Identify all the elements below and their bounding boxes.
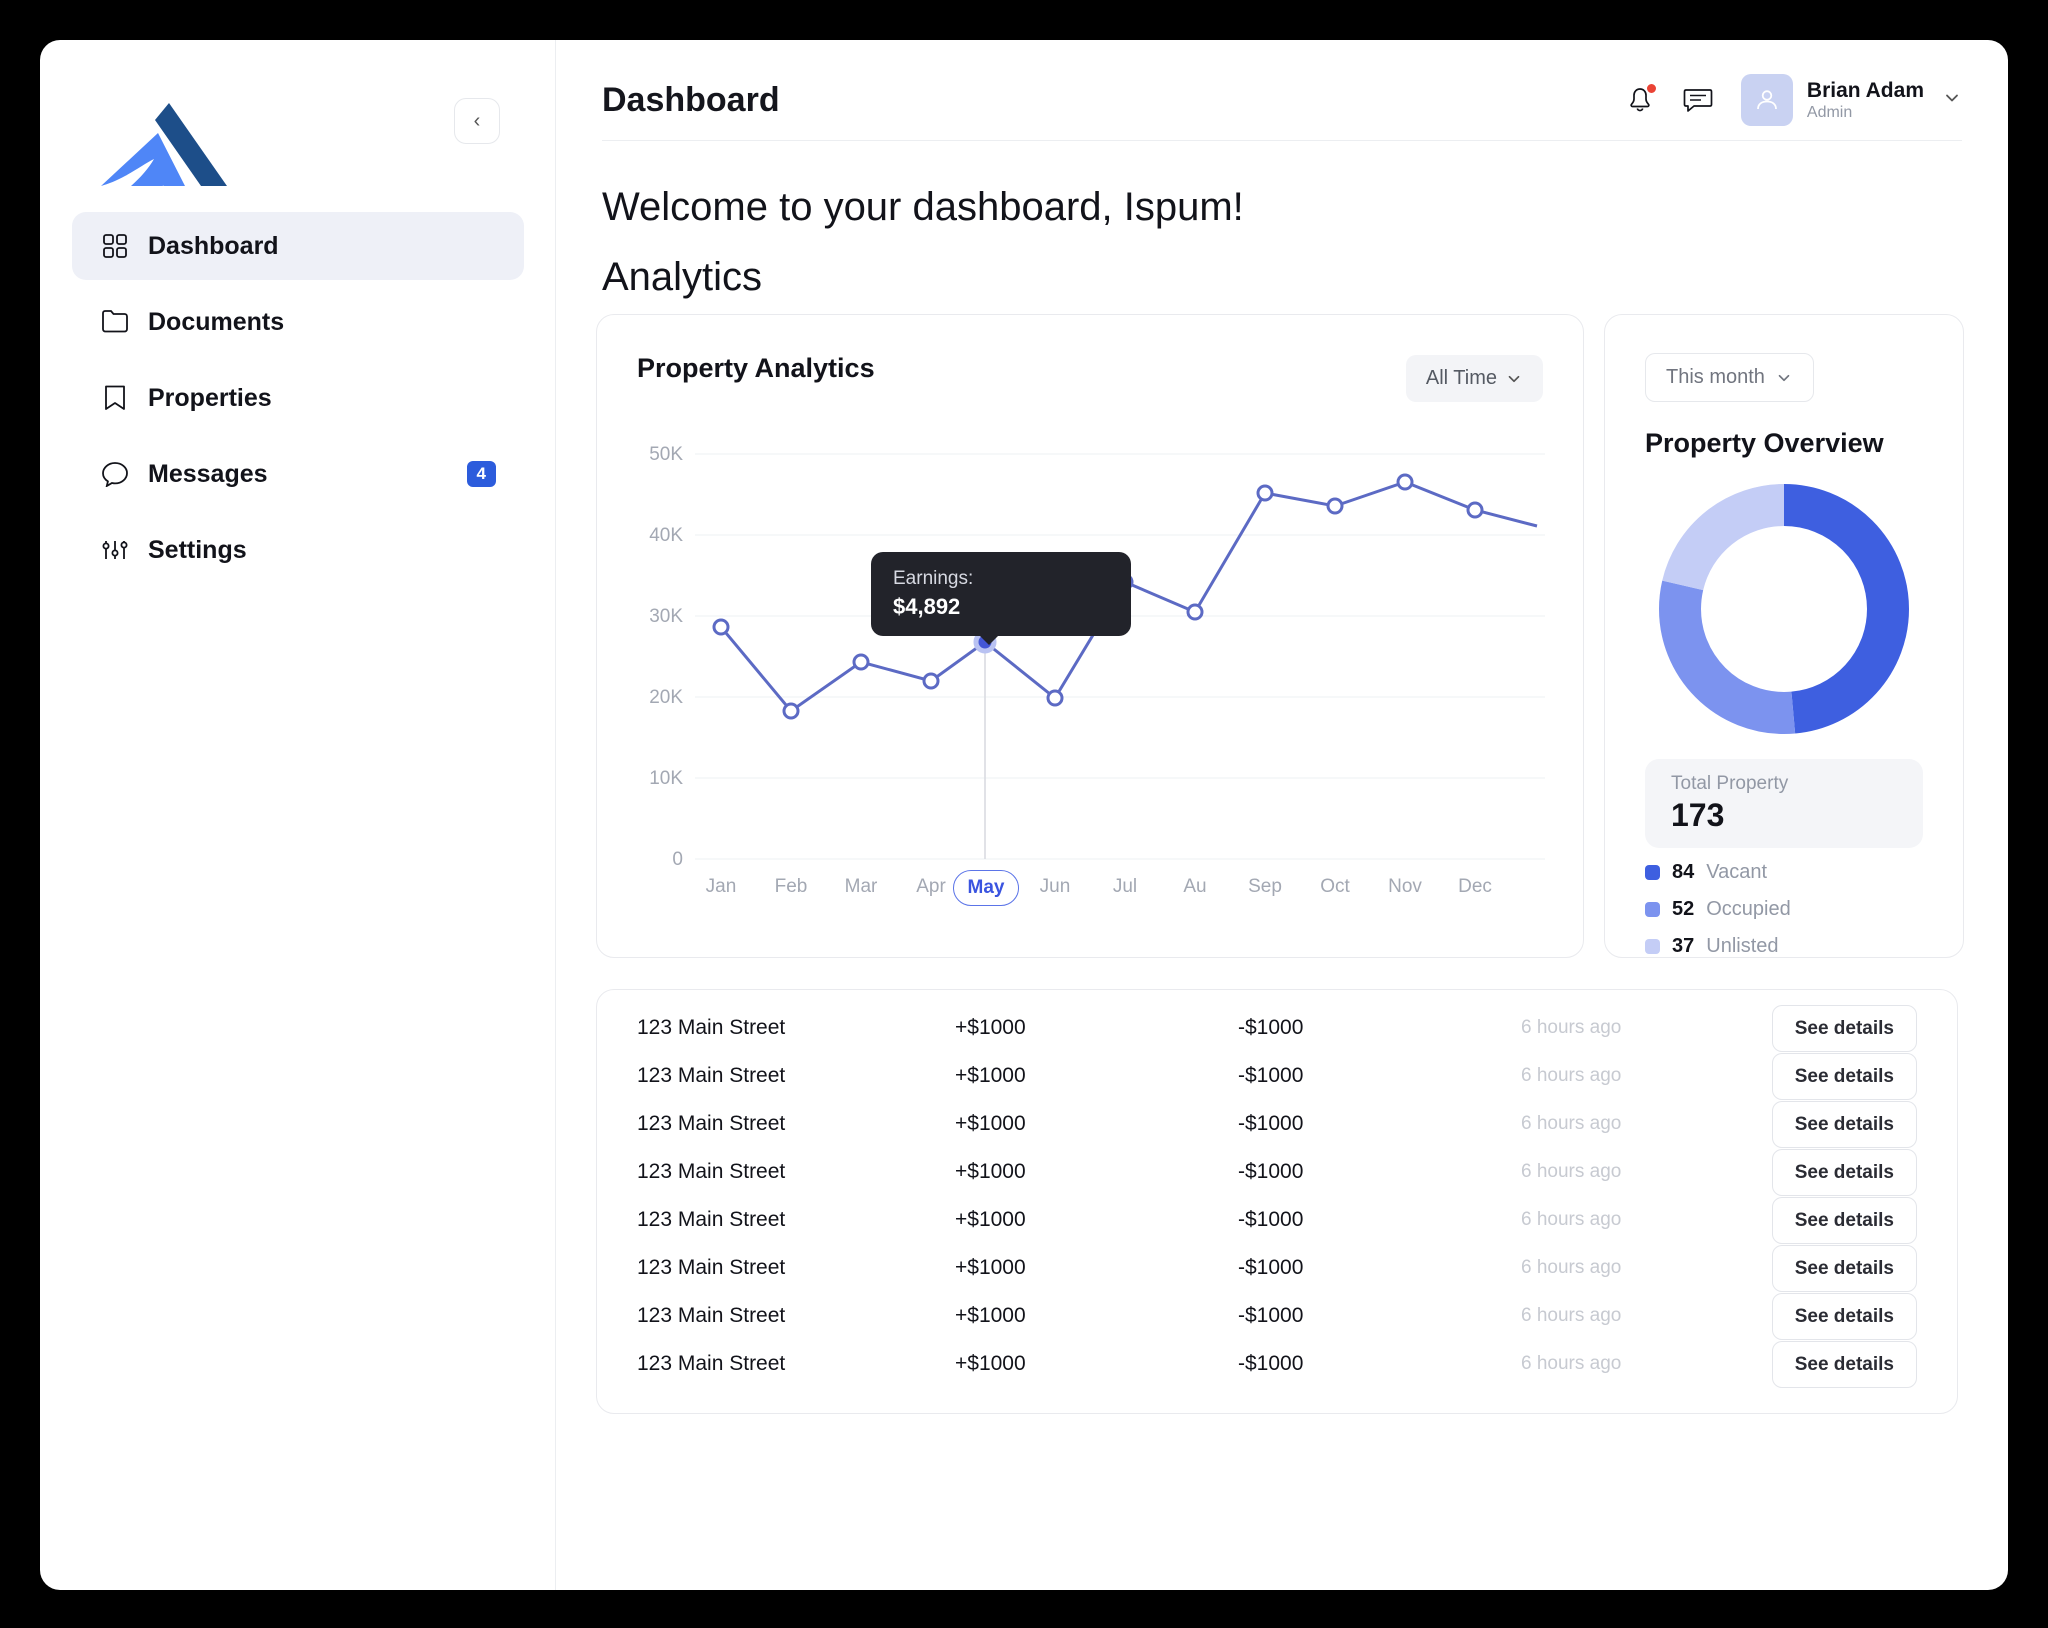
svg-text:Sep: Sep bbox=[1248, 876, 1282, 897]
svg-text:Apr: Apr bbox=[916, 876, 946, 897]
svg-text:Feb: Feb bbox=[775, 876, 808, 897]
svg-text:Nov: Nov bbox=[1388, 876, 1422, 897]
svg-text:50K: 50K bbox=[649, 444, 683, 465]
svg-text:Dec: Dec bbox=[1458, 876, 1492, 897]
svg-text:Au: Au bbox=[1183, 876, 1206, 897]
svg-text:Mar: Mar bbox=[845, 876, 878, 897]
svg-text:Jun: Jun bbox=[1040, 876, 1071, 897]
svg-text:Jul: Jul bbox=[1113, 876, 1137, 897]
svg-text:0: 0 bbox=[672, 849, 683, 870]
svg-text:40K: 40K bbox=[649, 525, 683, 546]
svg-text:Oct: Oct bbox=[1320, 876, 1350, 897]
svg-text:10K: 10K bbox=[649, 768, 683, 789]
svg-text:30K: 30K bbox=[649, 606, 683, 627]
svg-text:20K: 20K bbox=[649, 687, 683, 708]
svg-text:Jan: Jan bbox=[706, 876, 737, 897]
